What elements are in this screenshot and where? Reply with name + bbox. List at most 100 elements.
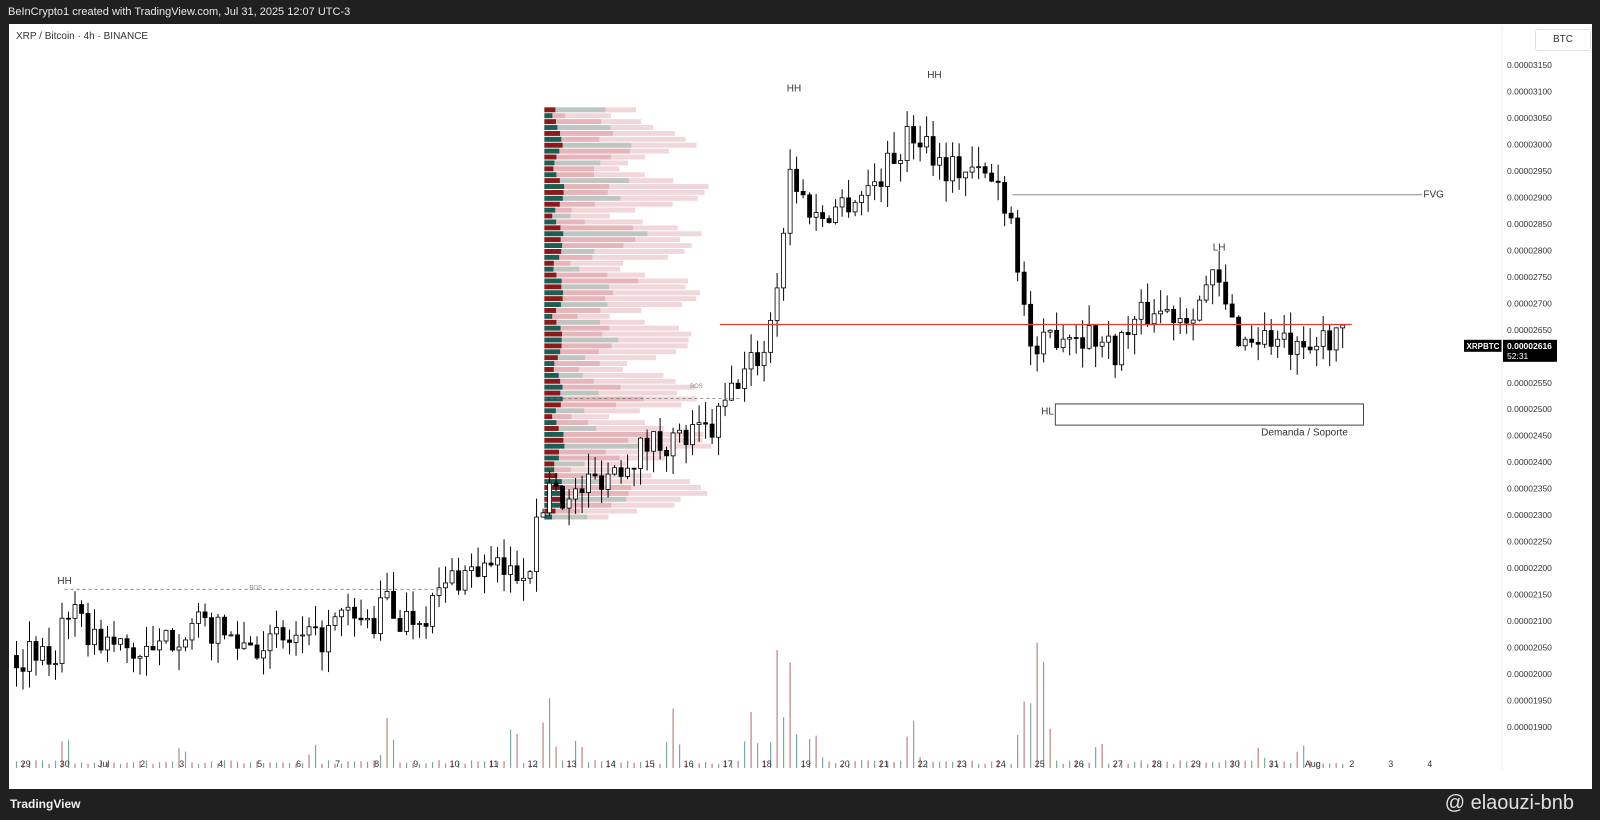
x-tick-label: 18	[762, 759, 772, 769]
volume-profile-bar	[544, 142, 563, 148]
volume-profile-bar	[544, 284, 562, 290]
candle-body	[969, 166, 975, 173]
volume-profile-bar	[544, 473, 558, 479]
candle-body	[1242, 338, 1248, 347]
candle-body	[911, 126, 917, 144]
volume-profile-bar	[544, 372, 664, 378]
y-tick-label: 0.00002100	[1507, 616, 1552, 626]
volume-profile-bar	[544, 231, 648, 237]
candle-body	[566, 498, 572, 509]
candle-body	[1119, 332, 1125, 366]
volume-profile-bar	[544, 154, 557, 160]
candle-body	[137, 655, 143, 659]
candle-body	[644, 437, 650, 452]
candle-body	[1060, 338, 1066, 349]
bottom-bar: TradingView @ elaouzi-bnb	[0, 789, 1600, 820]
candle-body	[365, 618, 370, 621]
volume-profile-bar	[544, 266, 554, 272]
volume-profile-bar	[544, 219, 557, 225]
volume-profile-bar	[544, 355, 558, 361]
x-tick-label: 29	[21, 759, 31, 769]
candle-body	[209, 617, 214, 644]
y-tick-label: 0.00002900	[1507, 192, 1552, 202]
candle-body	[807, 194, 813, 218]
volume-profile-bar	[544, 431, 564, 437]
volume-profile-bar	[544, 437, 564, 443]
volume-profile-bar	[544, 325, 679, 331]
currency-button[interactable]: BTC	[1535, 29, 1591, 51]
y-tick-label: 0.00002750	[1507, 272, 1552, 282]
volume-profile-bar	[544, 372, 559, 378]
candle-body	[241, 642, 247, 649]
volume-profile-bar	[544, 136, 562, 142]
candle-body	[937, 157, 943, 166]
candle-body	[1112, 335, 1118, 366]
candle-body	[1288, 332, 1294, 355]
volume-profile-bar	[544, 361, 555, 367]
volume-profile-bar	[544, 302, 682, 308]
y-tick-label: 0.00002200	[1507, 563, 1552, 573]
candle-body	[1015, 217, 1021, 273]
candle-body	[417, 623, 422, 625]
candle-body	[423, 623, 429, 627]
candle-body	[131, 647, 136, 659]
x-tick-label: 21	[879, 759, 889, 769]
volume-profile-bar	[544, 201, 595, 207]
candle-body	[482, 562, 487, 577]
volume-profile-bar	[544, 414, 572, 420]
volume-profile-bar	[544, 260, 624, 266]
candle-body	[956, 156, 962, 179]
volume-profile-bar	[544, 184, 709, 189]
volume-profile-bar	[544, 325, 561, 331]
volume-profile-bar	[544, 160, 555, 166]
candle-body	[449, 570, 455, 584]
volume-profile-bar	[544, 272, 608, 278]
candle-body	[573, 488, 578, 500]
volume-profile-bar	[544, 426, 664, 431]
candle-body	[813, 212, 819, 218]
volume-profile-bar	[544, 284, 686, 290]
candle-body	[280, 627, 286, 641]
watermark: @ elaouzi-bnb	[1444, 792, 1574, 814]
x-tick-label: 27	[1113, 759, 1123, 769]
candle-body	[118, 638, 123, 645]
candle-body	[878, 181, 884, 187]
candle-body	[202, 611, 208, 619]
volume-profile-bar	[544, 254, 560, 260]
candle-body	[1255, 341, 1261, 345]
volume-profile-bar	[544, 308, 601, 313]
volume-profile-bar	[544, 195, 698, 201]
candle-body	[1145, 301, 1151, 325]
tradingview-logo[interactable]: TradingView	[10, 797, 80, 811]
volume-profile-bar	[544, 490, 564, 496]
x-tick-label: 3	[1388, 759, 1393, 769]
annotation-label: BOS	[249, 585, 262, 591]
volume-profile-bar	[544, 461, 555, 467]
volume-profile-bar	[544, 367, 623, 372]
candle-body	[1327, 330, 1333, 351]
candle-body	[508, 565, 513, 575]
symbol-label[interactable]: XRP / Bitcoin · 4h · BINANCE	[16, 31, 149, 42]
candle-body	[885, 152, 891, 187]
y-tick-label: 0.00002350	[1507, 484, 1552, 494]
candle-body	[98, 628, 104, 651]
candle-body	[40, 646, 45, 661]
volume-profile-bar	[544, 302, 608, 308]
volume-profile-bar	[544, 420, 646, 426]
volume-profile-bar	[544, 219, 585, 225]
volume-profile-bar	[544, 426, 559, 431]
y-tick-label: 0.00002050	[1507, 643, 1552, 653]
volume-profile-bar	[544, 337, 562, 343]
volume-profile-bar	[544, 349, 677, 355]
volume-profile-bar	[544, 378, 676, 384]
y-tick-label: 0.00002800	[1507, 245, 1552, 255]
y-tick-label: 0.00002700	[1507, 298, 1552, 308]
candle-body	[176, 646, 182, 651]
y-tick-label: 0.00002000	[1507, 669, 1552, 679]
candle-body	[1028, 303, 1034, 347]
chart-frame[interactable]	[9, 24, 1592, 789]
candle-body	[326, 625, 331, 653]
candle-body	[930, 136, 936, 166]
candle-body	[1210, 269, 1216, 286]
